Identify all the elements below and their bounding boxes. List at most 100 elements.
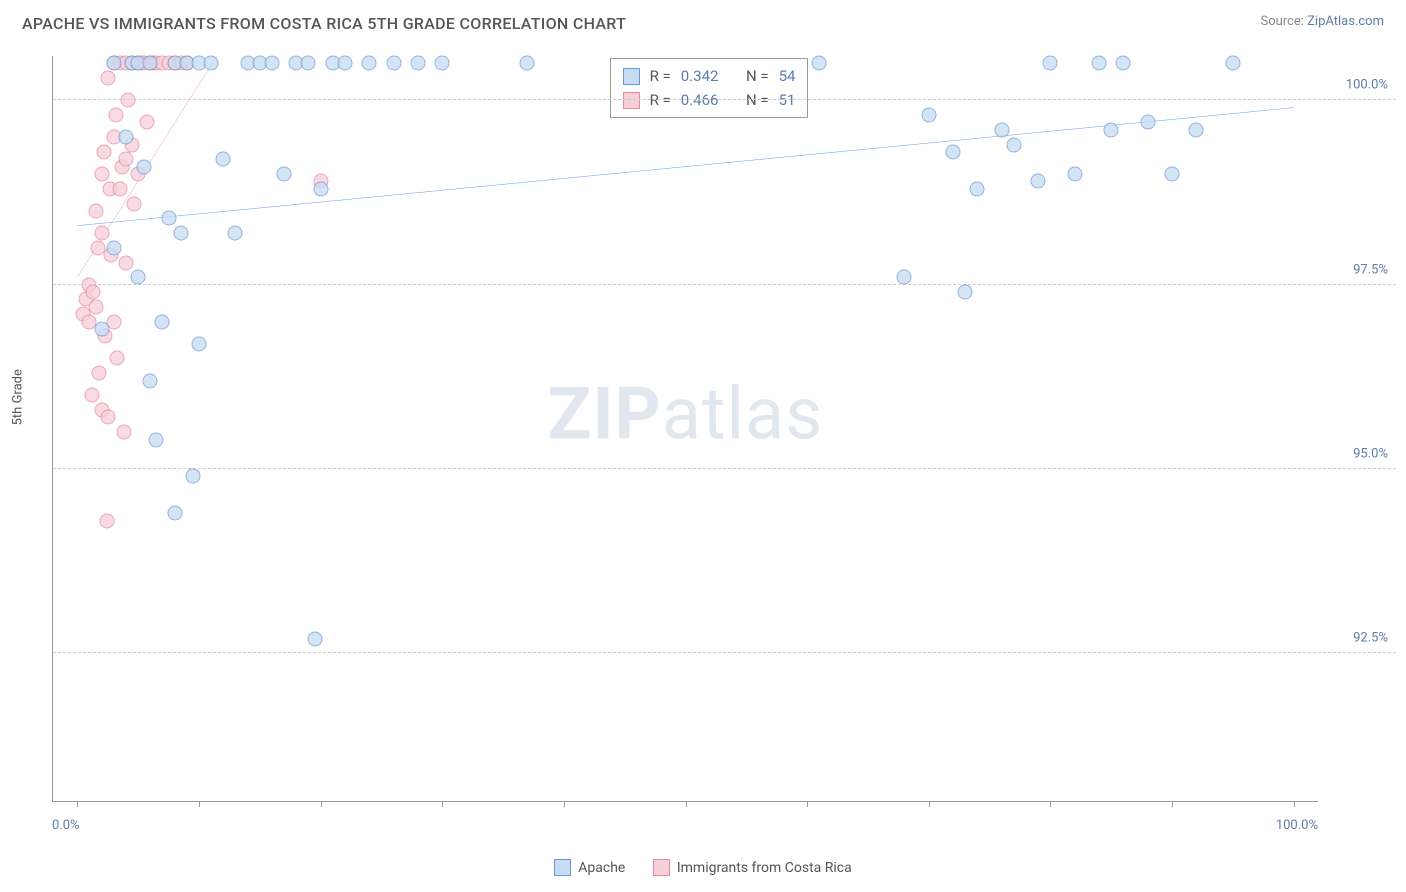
y-tick-label: 100.0% bbox=[1346, 78, 1388, 93]
data-point bbox=[1225, 56, 1240, 71]
data-point bbox=[139, 115, 154, 130]
data-point bbox=[143, 373, 158, 388]
data-point bbox=[1165, 167, 1180, 182]
data-point bbox=[228, 226, 243, 241]
data-point bbox=[88, 299, 103, 314]
data-point bbox=[1189, 122, 1204, 137]
data-point bbox=[362, 56, 377, 71]
data-point bbox=[100, 71, 115, 86]
data-point bbox=[109, 108, 124, 123]
data-point bbox=[191, 336, 206, 351]
legend-label-costarica: Immigrants from Costa Rica bbox=[677, 860, 852, 876]
legend-label-apache: Apache bbox=[578, 860, 625, 876]
x-tick bbox=[321, 801, 322, 807]
data-point bbox=[112, 181, 127, 196]
data-point bbox=[94, 167, 109, 182]
data-point bbox=[185, 469, 200, 484]
x-axis-labels: 0.0% 100.0% bbox=[52, 818, 1318, 838]
x-tick bbox=[442, 801, 443, 807]
watermark: ZIPatlas bbox=[548, 371, 824, 456]
data-point bbox=[386, 56, 401, 71]
data-point bbox=[313, 181, 328, 196]
data-point bbox=[301, 56, 316, 71]
data-point bbox=[1043, 56, 1058, 71]
data-point bbox=[92, 366, 107, 381]
data-point bbox=[88, 203, 103, 218]
data-point bbox=[143, 56, 158, 71]
x-tick bbox=[1294, 801, 1295, 807]
data-point bbox=[204, 56, 219, 71]
trend-lines bbox=[53, 56, 1318, 801]
data-point bbox=[131, 270, 146, 285]
data-point bbox=[897, 270, 912, 285]
data-point bbox=[970, 181, 985, 196]
data-point bbox=[410, 56, 425, 71]
data-point bbox=[94, 226, 109, 241]
plot-region: ZIPatlas R = 0.342 N = 54 R = 0.466 N = … bbox=[52, 56, 1318, 802]
x-tick bbox=[564, 801, 565, 807]
data-point bbox=[1140, 115, 1155, 130]
source-attribution: Source: ZipAtlas.com bbox=[1260, 14, 1384, 29]
data-point bbox=[994, 122, 1009, 137]
source-prefix: Source: bbox=[1260, 14, 1307, 29]
x-axis-max-label: 100.0% bbox=[1276, 818, 1318, 833]
y-tick-label: 92.5% bbox=[1353, 631, 1388, 646]
data-point bbox=[337, 56, 352, 71]
x-tick bbox=[77, 801, 78, 807]
chart-header: APACHE VS IMMIGRANTS FROM COSTA RICA 5TH… bbox=[0, 0, 1406, 41]
swatch-apache bbox=[623, 68, 640, 85]
data-point bbox=[86, 285, 101, 300]
gridline bbox=[53, 99, 1396, 100]
x-tick bbox=[807, 801, 808, 807]
data-point bbox=[97, 144, 112, 159]
data-point bbox=[520, 56, 535, 71]
data-point bbox=[155, 314, 170, 329]
data-point bbox=[264, 56, 279, 71]
data-point bbox=[121, 93, 136, 108]
y-tick-label: 95.0% bbox=[1353, 447, 1388, 462]
data-point bbox=[216, 152, 231, 167]
data-point bbox=[127, 196, 142, 211]
data-point bbox=[1116, 56, 1131, 71]
r-value-apache: 0.342 bbox=[681, 64, 719, 88]
watermark-rest: atlas bbox=[662, 371, 824, 456]
data-point bbox=[921, 108, 936, 123]
data-point bbox=[1067, 167, 1082, 182]
stats-row-apache: R = 0.342 N = 54 bbox=[623, 64, 796, 88]
legend: Apache Immigrants from Costa Rica bbox=[0, 859, 1406, 880]
data-point bbox=[100, 410, 115, 425]
data-point bbox=[946, 144, 961, 159]
legend-item-costarica: Immigrants from Costa Rica bbox=[653, 859, 852, 876]
legend-swatch-costarica bbox=[653, 859, 670, 876]
legend-swatch-apache bbox=[554, 859, 571, 876]
y-tick-label: 97.5% bbox=[1353, 262, 1388, 277]
data-point bbox=[106, 240, 121, 255]
data-point bbox=[116, 425, 131, 440]
gridline bbox=[53, 468, 1396, 469]
data-point bbox=[812, 56, 827, 71]
data-point bbox=[137, 159, 152, 174]
x-tick bbox=[1172, 801, 1173, 807]
data-point bbox=[110, 351, 125, 366]
data-point bbox=[106, 56, 121, 71]
r-label: R = bbox=[650, 64, 671, 88]
data-point bbox=[84, 388, 99, 403]
data-point bbox=[435, 56, 450, 71]
x-tick bbox=[929, 801, 930, 807]
data-point bbox=[1006, 137, 1021, 152]
n-label: N = bbox=[746, 64, 769, 88]
data-point bbox=[118, 130, 133, 145]
data-point bbox=[118, 152, 133, 167]
chart-area: 5th Grade ZIPatlas R = 0.342 N = 54 R = … bbox=[38, 50, 1396, 842]
data-point bbox=[1104, 122, 1119, 137]
source-link[interactable]: ZipAtlas.com bbox=[1307, 14, 1384, 29]
data-point bbox=[1031, 174, 1046, 189]
y-axis-label: 5th Grade bbox=[11, 369, 26, 425]
data-point bbox=[161, 211, 176, 226]
x-tick bbox=[686, 801, 687, 807]
chart-title: APACHE VS IMMIGRANTS FROM COSTA RICA 5TH… bbox=[22, 14, 626, 33]
data-point bbox=[1092, 56, 1107, 71]
data-point bbox=[149, 432, 164, 447]
data-point bbox=[99, 513, 114, 528]
stats-box: R = 0.342 N = 54 R = 0.466 N = 51 bbox=[610, 58, 809, 118]
